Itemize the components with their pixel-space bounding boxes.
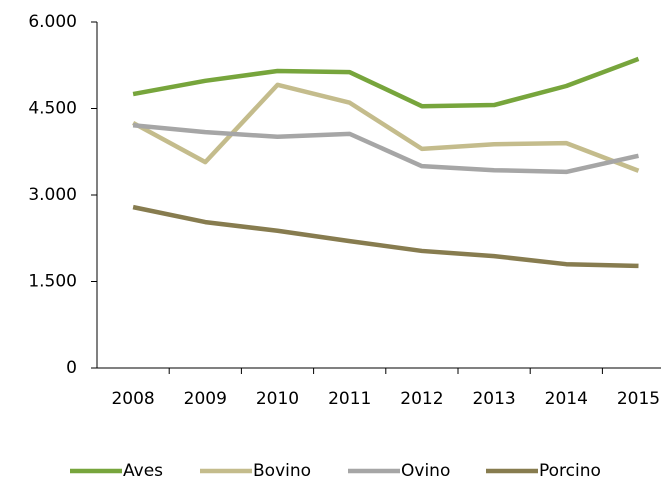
- legend-label: Bovino: [253, 461, 311, 481]
- series-line: [132, 82, 640, 173]
- series-line: [132, 204, 639, 269]
- y-tick-label: 3.000: [28, 185, 77, 205]
- legend-label: Aves: [123, 461, 163, 481]
- legend-label: Ovino: [401, 461, 450, 481]
- y-tick-label: 6.000: [28, 12, 77, 32]
- x-tick-label: 2011: [328, 389, 371, 409]
- x-tick-label: 2012: [400, 389, 443, 409]
- x-tick-label: 2010: [256, 389, 299, 409]
- y-tick-label: 1.500: [28, 272, 77, 292]
- x-tick-label: 2009: [184, 389, 227, 409]
- x-tick-label: 2013: [472, 389, 515, 409]
- y-tick-label: 0: [66, 358, 77, 378]
- x-tick-label: 2008: [111, 389, 154, 409]
- series-line: [132, 56, 640, 109]
- series-line: [132, 122, 639, 175]
- x-tick-label: 2015: [617, 389, 660, 409]
- legend-label: Porcino: [539, 461, 601, 481]
- y-tick-label: 4.500: [28, 99, 77, 119]
- x-tick-label: 2014: [545, 389, 588, 409]
